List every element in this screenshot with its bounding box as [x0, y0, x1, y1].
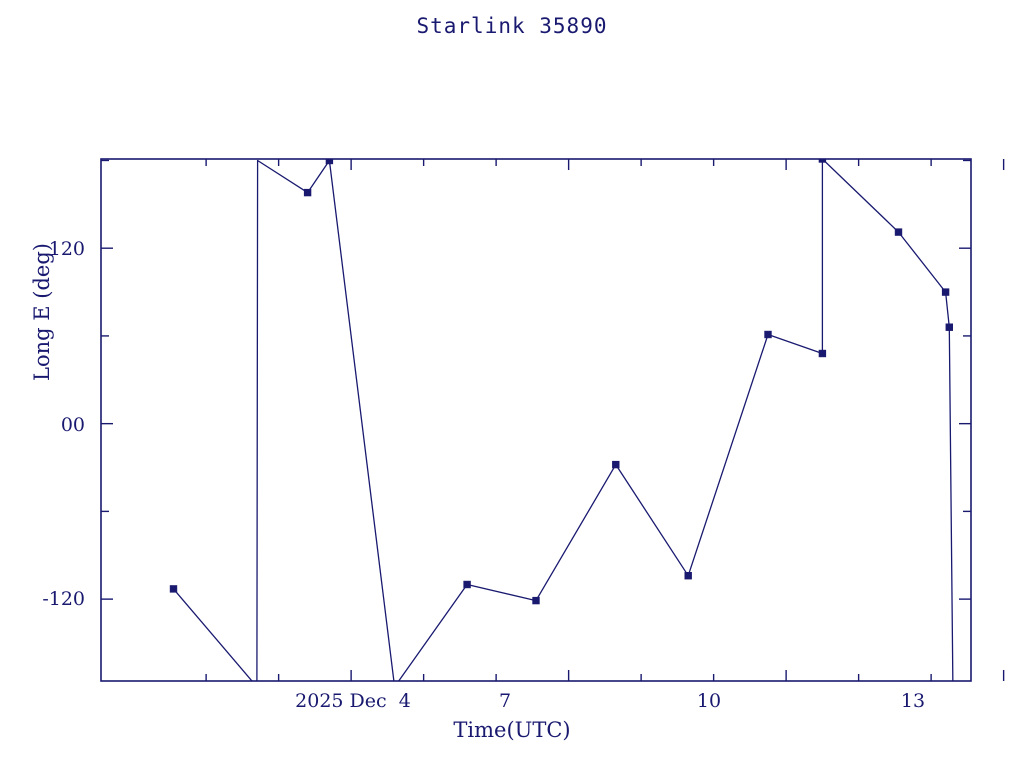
data-point	[612, 460, 620, 469]
data-point	[532, 596, 540, 605]
y-tick-label-minus-120: -120	[42, 588, 85, 610]
data-point	[818, 349, 827, 358]
data-point	[764, 330, 772, 339]
data-point	[684, 571, 692, 580]
data-point	[894, 228, 903, 236]
x-tick-label-dec4: 2025 Dec 4	[295, 690, 411, 712]
x-tick-label-13: 13	[900, 690, 926, 712]
data-point	[303, 188, 312, 197]
data-point-wrap	[325, 159, 334, 165]
axis-ticks	[101, 159, 1005, 681]
data-point	[945, 323, 954, 331]
series-markers	[169, 159, 957, 690]
x-tick-label-7: 7	[498, 690, 512, 712]
series-line-long-e	[172, 159, 954, 681]
data-point-wrap	[950, 683, 957, 690]
data-point-wrap	[254, 683, 261, 690]
x-tick-label-10: 10	[696, 690, 722, 712]
data-point	[169, 585, 178, 593]
data-point	[463, 580, 471, 589]
chart-title: Starlink 35890	[416, 14, 608, 38]
y-tick-label-120: 120	[48, 238, 85, 260]
plot-frame	[100, 158, 972, 682]
y-tick-label-0: 00	[60, 414, 85, 436]
x-axis-label: Time(UTC)	[453, 718, 571, 742]
data-point	[941, 288, 950, 296]
data-point-wrap	[818, 159, 827, 163]
